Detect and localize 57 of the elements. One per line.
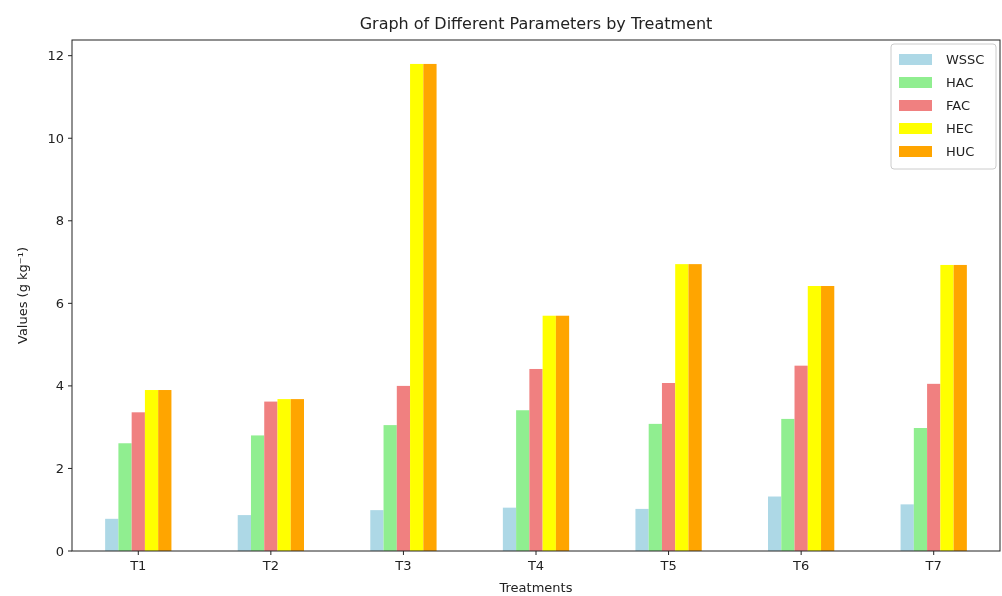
bar xyxy=(542,315,556,551)
x-tick-label: T6 xyxy=(792,558,810,573)
bar xyxy=(675,264,689,551)
bar xyxy=(794,365,808,551)
bar xyxy=(105,518,119,551)
x-tick-label: T2 xyxy=(261,558,279,573)
bar xyxy=(781,418,795,551)
bar xyxy=(144,390,159,551)
bar xyxy=(768,496,782,551)
bar xyxy=(807,286,822,551)
x-tick-label: T4 xyxy=(526,558,545,573)
bar xyxy=(383,425,397,551)
legend-label: FAC xyxy=(946,98,971,113)
bar xyxy=(821,286,835,551)
bar xyxy=(370,510,384,551)
bar xyxy=(688,264,702,551)
bar xyxy=(555,315,570,551)
bar xyxy=(940,264,954,551)
bar xyxy=(410,63,424,551)
bar xyxy=(290,399,304,551)
y-tick-label: 4 xyxy=(55,378,64,394)
x-tick-label: T1 xyxy=(129,558,147,573)
chart-title: Graph of Different Parameters by Treatment xyxy=(359,14,713,33)
bar xyxy=(516,410,530,551)
y-tick-label: 6 xyxy=(55,295,64,311)
bar xyxy=(900,504,914,551)
bar xyxy=(396,385,411,551)
bar xyxy=(250,435,265,551)
y-tick-label: 12 xyxy=(47,48,64,64)
y-tick-label: 8 xyxy=(55,213,64,229)
bar xyxy=(661,383,676,551)
y-tick-label: 2 xyxy=(55,461,64,476)
bar xyxy=(913,428,928,551)
x-tick-label: T5 xyxy=(659,558,677,573)
bar xyxy=(277,399,291,551)
bar xyxy=(648,423,662,551)
bar xyxy=(502,507,517,551)
legend-label: WSSC xyxy=(946,52,985,67)
bar xyxy=(131,412,145,551)
bar xyxy=(237,515,251,551)
bar xyxy=(264,401,278,551)
legend-label: HEC xyxy=(946,121,974,136)
legend-label: HAC xyxy=(946,75,974,90)
bar xyxy=(118,443,132,551)
y-axis-title: Values (g kg⁻¹) xyxy=(15,247,30,344)
y-tick-label: 0 xyxy=(55,543,64,559)
bar xyxy=(529,368,543,551)
x-axis-title: Treatments xyxy=(498,580,573,595)
bar xyxy=(953,264,967,551)
y-tick-label: 10 xyxy=(47,130,64,146)
x-tick-label: T3 xyxy=(394,558,412,573)
bar xyxy=(927,383,941,551)
bar xyxy=(423,63,437,551)
x-tick-label: T7 xyxy=(924,558,942,573)
legend-label: HUC xyxy=(946,144,975,159)
bar xyxy=(635,508,649,551)
bar xyxy=(158,390,172,551)
